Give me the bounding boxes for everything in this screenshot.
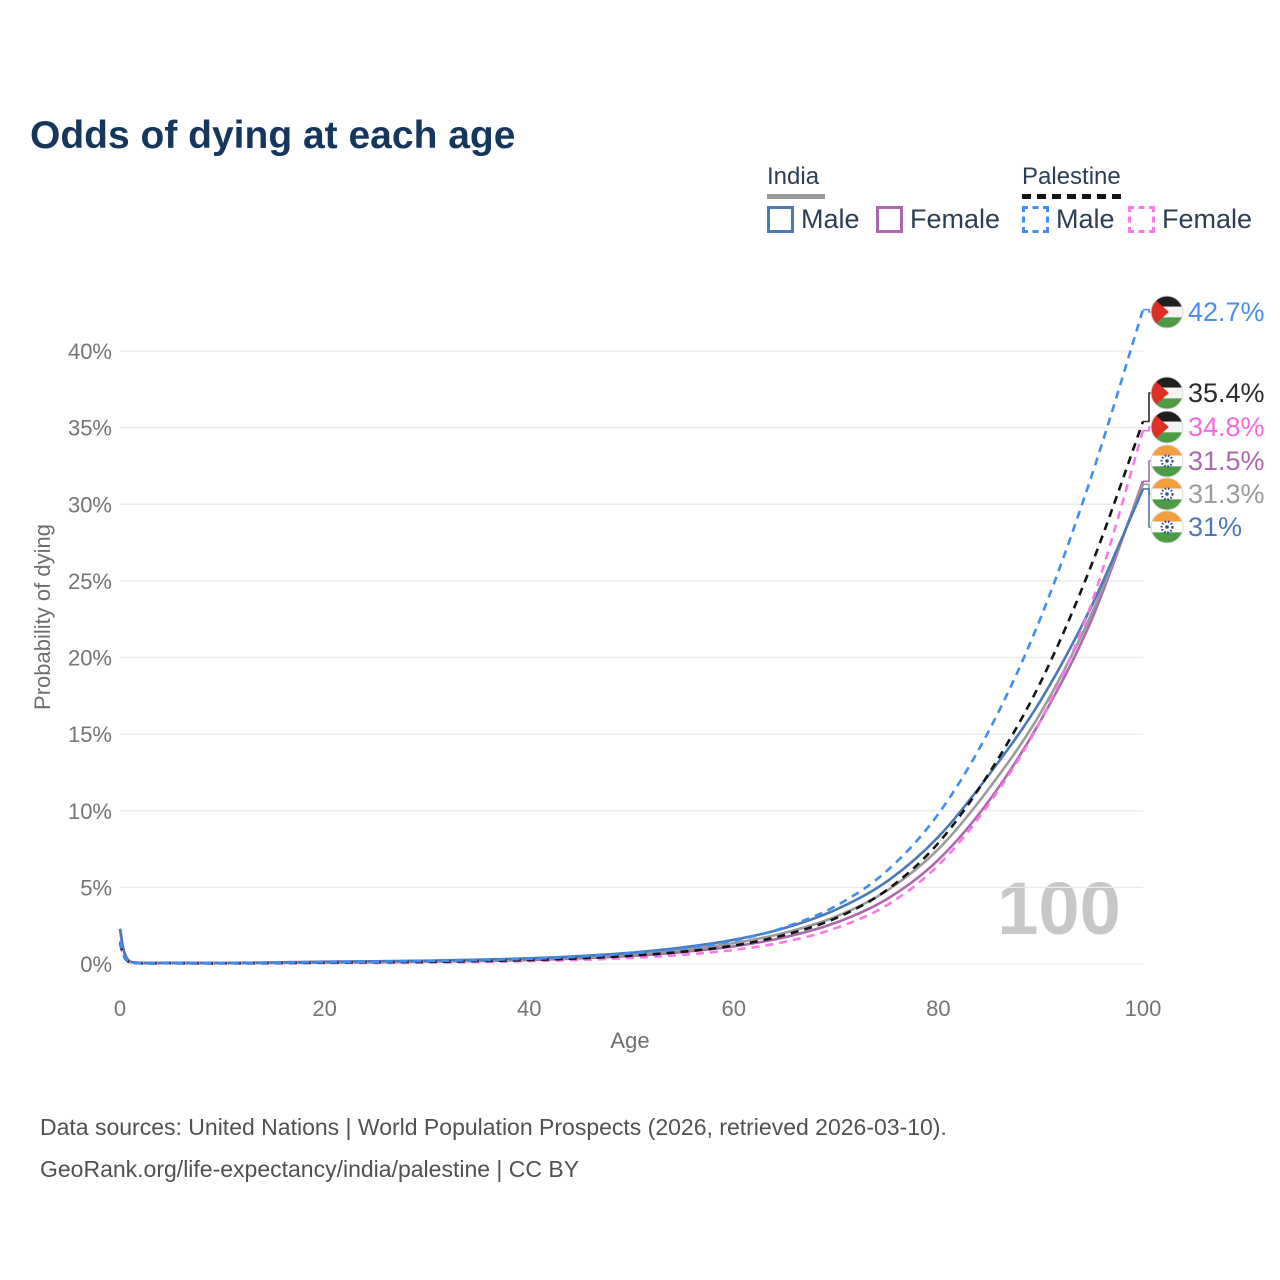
end-label-value: 31.5%: [1188, 446, 1265, 476]
series-line-palestine_total[interactable]: [118, 421, 1145, 965]
end-label-palestine_male: 42.7%: [1143, 295, 1265, 329]
y-tick-label: 15%: [68, 722, 112, 747]
end-label-palestine_total: 35.4%: [1143, 376, 1265, 423]
x-axis-title: Age: [610, 1028, 650, 1053]
end-label-palestine_female: 34.8%: [1143, 410, 1265, 444]
data-sources-line: Data sources: United Nations | World Pop…: [40, 1114, 947, 1140]
footer: Data sources: United Nations | World Pop…: [40, 1106, 947, 1190]
legend-group-palestine[interactable]: Palestine: [1022, 163, 1121, 190]
y-tick-label: 10%: [68, 799, 112, 824]
palestine-flag-icon: [1151, 411, 1183, 443]
end-label-value: 42.7%: [1188, 297, 1265, 327]
series-line-palestine_male[interactable]: [118, 309, 1145, 965]
india-flag-icon: [1151, 445, 1183, 477]
x-tick-label: 0: [114, 996, 126, 1021]
series-line-india_female[interactable]: [118, 480, 1145, 965]
legend-india-line-sample: [767, 194, 825, 199]
x-tick-label: 20: [312, 996, 336, 1021]
legend-label: Male: [801, 204, 860, 234]
legend-label: Female: [1162, 204, 1253, 234]
end-label-india_male: 31%: [1143, 488, 1242, 544]
y-axis-title: Probability of dying: [30, 524, 55, 710]
y-tick-label: 0%: [80, 952, 112, 977]
hover-age-watermark: 100: [997, 867, 1121, 950]
end-label-value: 31%: [1188, 512, 1242, 542]
legend-item-palestine-male[interactable]: Male: [1022, 204, 1115, 235]
series-line-india_total[interactable]: [118, 483, 1145, 965]
palestine-male-swatch: [1022, 206, 1049, 233]
end-label-value: 35.4%: [1188, 378, 1265, 408]
x-tick-label: 60: [722, 996, 746, 1021]
legend-item-palestine-female[interactable]: Female: [1128, 204, 1252, 235]
y-tick-label: 20%: [68, 646, 112, 671]
x-tick-label: 80: [926, 996, 950, 1021]
x-tick-label: 100: [1125, 996, 1162, 1021]
x-tick-label: 40: [517, 996, 541, 1021]
series-line-india_male[interactable]: [118, 488, 1145, 965]
y-tick-label: 5%: [80, 875, 112, 900]
india-female-swatch: [876, 206, 903, 233]
legend-group-india[interactable]: India: [767, 163, 820, 190]
page-title: Odds of dying at each age: [30, 114, 516, 158]
y-tick-label: 30%: [68, 492, 112, 517]
attribution-line: GeoRank.org/life-expectancy/india/palest…: [40, 1156, 580, 1182]
legend-palestine-line-sample: [1022, 194, 1126, 199]
end-label-india_female: 31.5%: [1143, 444, 1265, 483]
palestine-flag-icon: [1151, 296, 1183, 328]
legend-item-india-female[interactable]: Female: [876, 204, 1000, 235]
legend-item-india-male[interactable]: Male: [767, 204, 860, 235]
india-flag-icon: [1151, 511, 1183, 543]
y-tick-label: 40%: [68, 339, 112, 364]
india-male-swatch: [767, 206, 794, 233]
y-tick-label: 35%: [68, 416, 112, 441]
palestine-female-swatch: [1128, 206, 1155, 233]
palestine-flag-icon: [1151, 377, 1183, 409]
end-label-value: 31.3%: [1188, 479, 1265, 509]
end-label-value: 34.8%: [1188, 412, 1265, 442]
series-line-palestine_female[interactable]: [118, 430, 1145, 965]
end-label-india_total: 31.3%: [1143, 477, 1265, 511]
india-flag-icon: [1151, 478, 1183, 510]
legend-label: Female: [910, 204, 1001, 234]
y-tick-label: 25%: [68, 569, 112, 594]
legend-label: Male: [1056, 204, 1115, 234]
